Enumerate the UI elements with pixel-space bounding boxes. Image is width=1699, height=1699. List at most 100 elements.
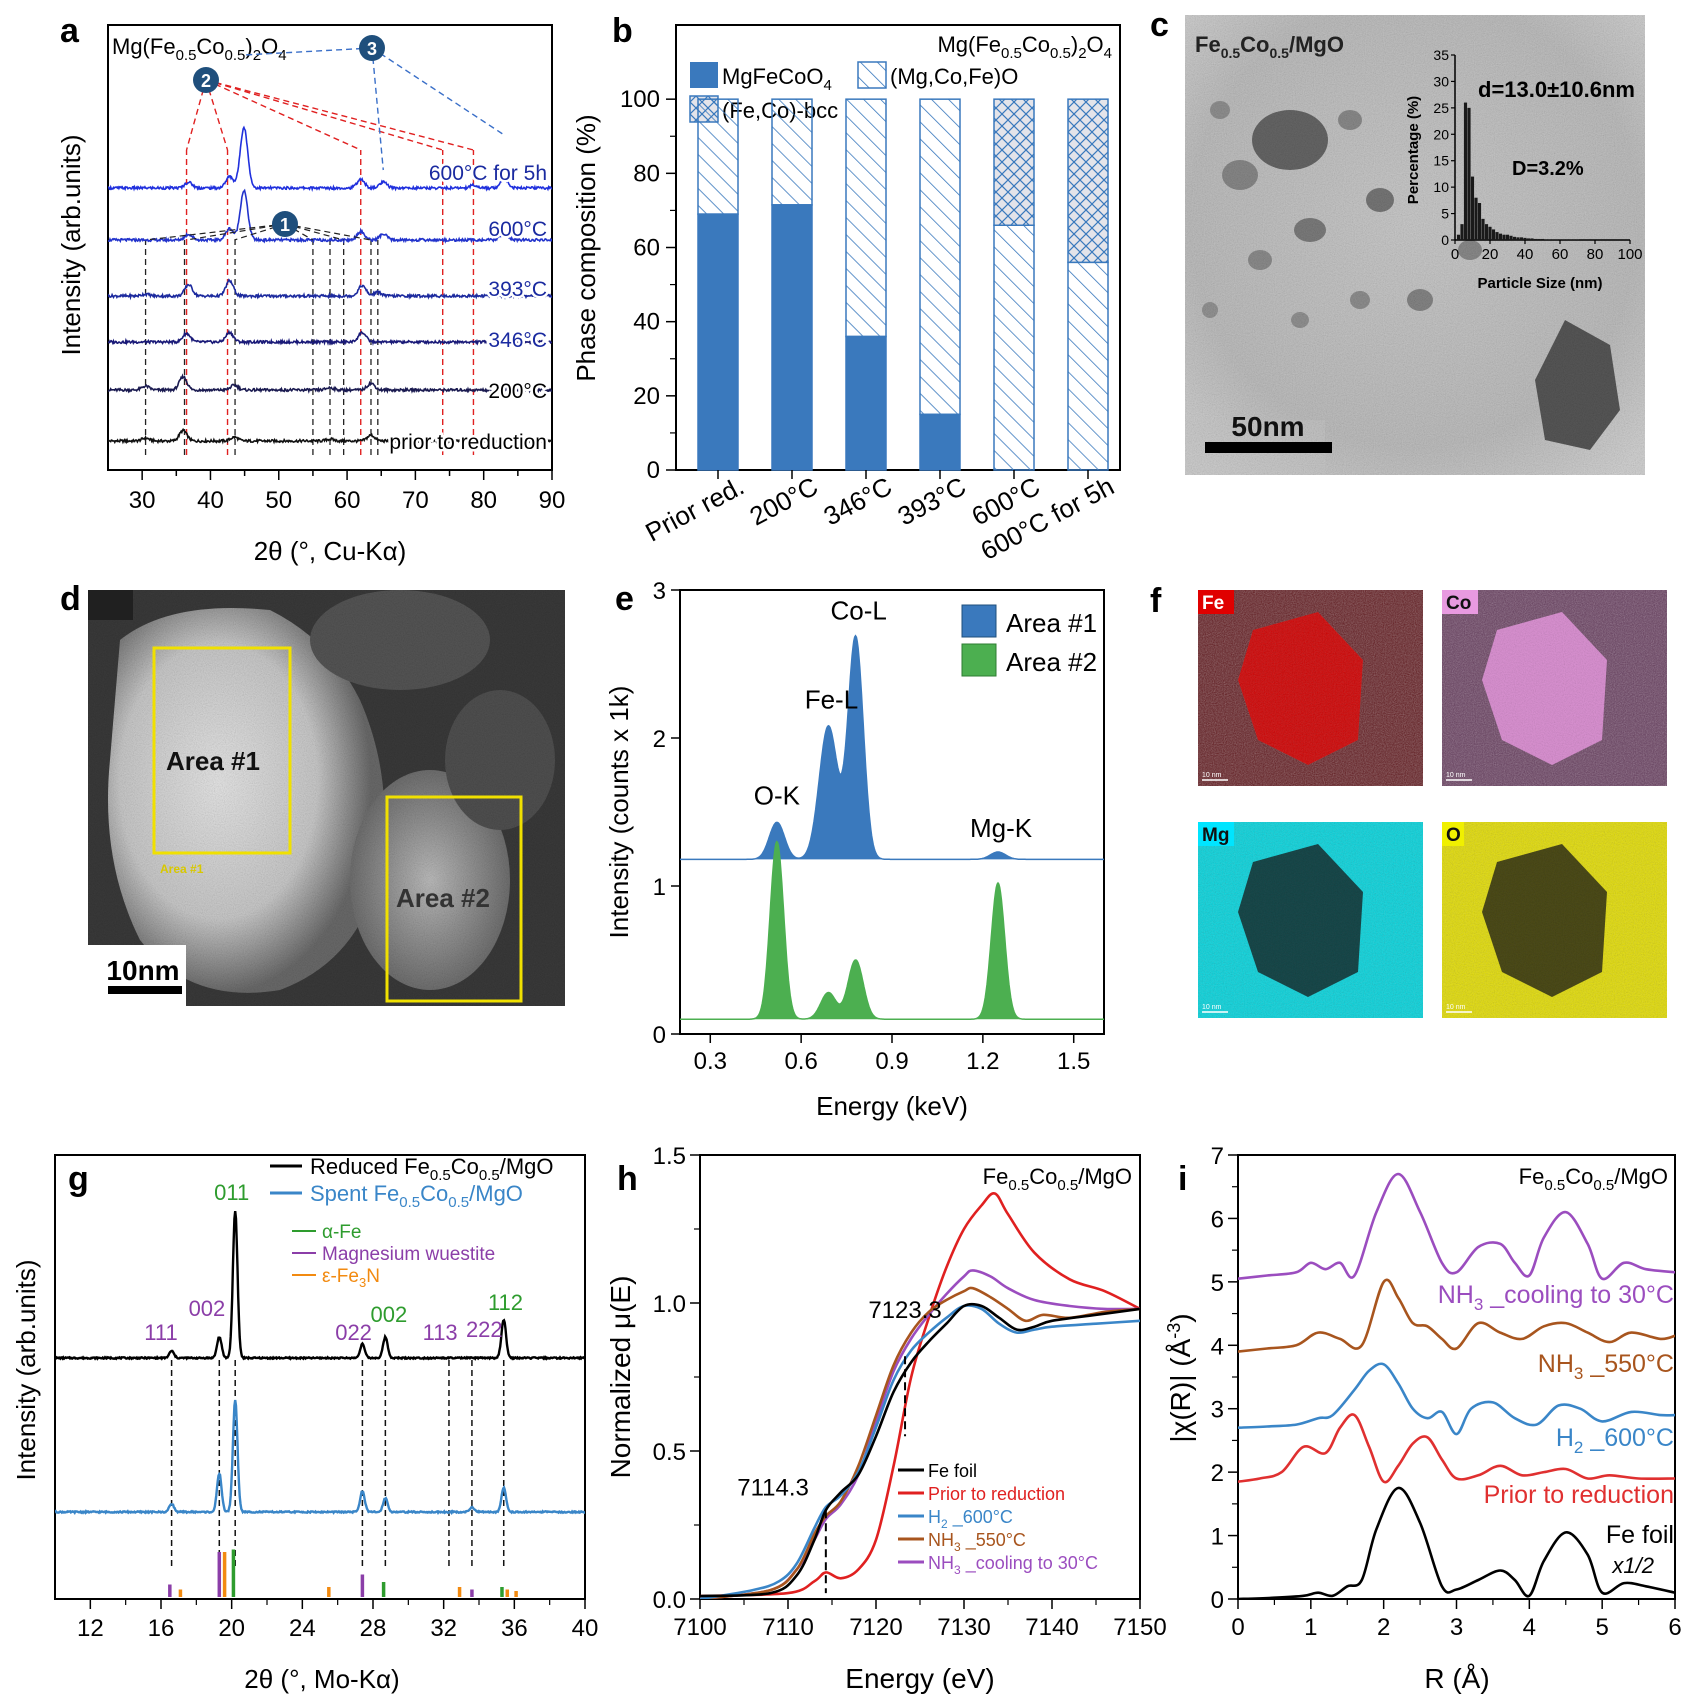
panel-c: c Fe0.5Co0.5/MgO 50nm 0 20 40 60 8	[1150, 6, 1645, 475]
xrd-trace-g-1	[55, 1399, 585, 1516]
xtick-label-g-0: 12	[77, 1615, 104, 1642]
xlabel-a: 2θ (°, Cu-Kα)	[254, 536, 407, 566]
label-fe-foil-i: Fe foil	[1606, 1521, 1674, 1549]
eds-map-mg: Mg 10 nm	[1198, 822, 1423, 1018]
connector-3-2	[371, 47, 505, 136]
connector-1-5	[284, 223, 372, 241]
xrd-trace-3	[108, 278, 552, 301]
ylabel-b: Phase composition (%)	[571, 114, 601, 381]
xtick-label-h-4: 7140	[1025, 1614, 1078, 1641]
map-texture-2	[1198, 822, 1423, 1018]
map-scale-label-1: 10 nm	[1446, 772, 1466, 779]
xtick-label-3: 60	[334, 487, 361, 514]
category-label-2: 346°C	[819, 471, 897, 532]
xlabel-e: Energy (keV)	[816, 1091, 968, 1121]
inset-xlabel-c: Particle Size (nm)	[1477, 275, 1602, 292]
peak-label-g-5: 113	[423, 1320, 458, 1345]
xlabel-i: R (Å)	[1424, 1663, 1489, 1694]
hist-bar-27	[1551, 239, 1555, 240]
connector-2-3	[205, 79, 443, 151]
inset-ytick-label-7: 35	[1433, 47, 1449, 63]
hist-bar-10	[1491, 229, 1496, 240]
panel-letter-f: f	[1150, 582, 1162, 620]
bar-3-0	[919, 413, 961, 471]
inset-xtick-label-0: 0	[1451, 246, 1459, 263]
ytick-label-e-1: 1	[653, 874, 666, 901]
xtick-label-h-0: 7100	[673, 1614, 726, 1641]
ticks-e: 0.3 0.6 0.9 1.2 1.5 0 1 2 3	[653, 578, 1091, 1075]
xtick-label-e-0: 0.3	[694, 1048, 727, 1075]
xrd-trace-g-0	[55, 1210, 585, 1361]
legend-label-fe-foil: Fe foil	[928, 1461, 977, 1481]
xlabel-g: 2θ (°, Mo-Kα)	[244, 1664, 399, 1694]
xtick-label-g-2: 20	[218, 1615, 245, 1642]
xtick-label-i-5: 5	[1595, 1614, 1608, 1641]
legend-label-reduced: Reduced Fe0.5Co0.5/MgO	[310, 1154, 554, 1184]
xanes-trace-2	[700, 1304, 1140, 1599]
hist-bar-13	[1502, 234, 1506, 240]
marker-circle-1	[272, 211, 298, 237]
xtick-label-e-2: 0.9	[875, 1048, 908, 1075]
eds-map-o: O 10 nm	[1442, 822, 1667, 1018]
xtick-label-e-4: 1.5	[1057, 1048, 1090, 1075]
marker-circle-3	[359, 35, 385, 61]
ft-trace-1	[1238, 1413, 1675, 1484]
ytick-label-i-7: 7	[1211, 1143, 1224, 1170]
panel-b: b Mg(Fe0.5Co0.5)2O4 MgFeCoO4 (Mg,Co,Fe)O…	[571, 12, 1121, 566]
ytick-label-i-2: 2	[1211, 1460, 1224, 1487]
xtick-label-2: 50	[265, 487, 292, 514]
title-a: Mg(Fe0.5Co0.5)2O4	[112, 34, 287, 64]
xanes-trace-0	[700, 1302, 1140, 1598]
inset-xtick-label-2: 40	[1517, 246, 1534, 263]
xtick-label-h-1: 7110	[762, 1614, 814, 1641]
xtick-label-i-4: 4	[1523, 1614, 1536, 1641]
panel-letter-d: d	[60, 580, 81, 618]
ticks-i: 0 1 2 3 4 5 6 0 1 2 3 4 5 6 7	[1211, 1143, 1682, 1641]
ft-trace-3	[1238, 1278, 1675, 1353]
series-label-3: 393°C	[488, 278, 547, 301]
inset-ytick-label-3: 15	[1433, 153, 1449, 169]
inset-xtick-label-1: 20	[1482, 246, 1499, 263]
panel-letter-c: c	[1150, 6, 1169, 44]
tem-label-c: Fe0.5Co0.5/MgO	[1195, 32, 1344, 61]
xrd-trace-0	[108, 427, 552, 446]
xtick-label-4: 70	[402, 487, 429, 514]
series-i	[1238, 1172, 1675, 1599]
xanes-trace-3	[700, 1286, 1140, 1599]
inset-ylabel-c: Percentage (%)	[1405, 96, 1422, 204]
bar-4-2	[993, 98, 1035, 226]
hist-bar-34	[1575, 239, 1580, 240]
area-label-1-small: Area #1	[160, 862, 204, 876]
hist-bar-7	[1481, 218, 1485, 240]
hist-bar-12	[1498, 233, 1503, 240]
inset-xtick-label-4: 80	[1587, 246, 1604, 263]
eds-line-1	[680, 840, 1104, 1020]
inset-ytick-label-4: 20	[1433, 126, 1449, 142]
inset-ytick-label-1: 5	[1441, 206, 1449, 222]
peak-label-g-7: 112	[488, 1290, 523, 1315]
connector-2-2	[205, 79, 362, 151]
eds-map-fe: Fe 10 nm	[1198, 590, 1423, 786]
legend-label-mgfecoo4: MgFeCoO4	[722, 64, 832, 94]
series-label-0: prior to reduction	[389, 431, 547, 454]
legend-label-prior: Prior to reduction	[928, 1484, 1065, 1504]
map-particle-3	[1482, 844, 1607, 997]
hist-bar-22	[1533, 238, 1538, 240]
hist-bar-1	[1460, 224, 1464, 240]
panel-letter-h: h	[617, 1160, 638, 1198]
area-label-1: Area #1	[166, 746, 260, 776]
xtick-label-g-5: 32	[430, 1615, 457, 1642]
xtick-label-i-3: 3	[1450, 1614, 1463, 1641]
ytick-label-h-0: 0.0	[653, 1587, 686, 1614]
ylabel-h: Normalized μ(E)	[605, 1276, 636, 1479]
ft-trace-4	[1238, 1172, 1675, 1281]
dash-guides-a	[144, 150, 475, 455]
xrd-trace-2	[108, 329, 552, 347]
map-tag-2: Mg	[1202, 825, 1229, 846]
xrd-trace-5	[108, 125, 552, 192]
peak-label-e-3: Mg-K	[970, 813, 1033, 843]
markers-a: 1 2 3	[145, 35, 505, 241]
legend-label-nh3-550: NH3 _550°C	[928, 1530, 1026, 1554]
